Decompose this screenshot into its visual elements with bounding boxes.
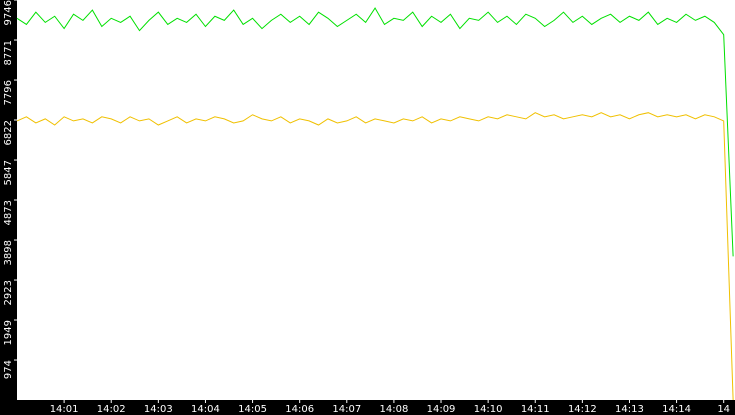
x-tick-label: 14:02 xyxy=(97,404,126,415)
x-tick-label: 14:08 xyxy=(379,404,408,415)
y-tick-label: 1949 xyxy=(3,320,14,345)
x-tick-label: 14:05 xyxy=(238,404,267,415)
x-tick-label: 14:01 xyxy=(50,404,79,415)
y-tick-label: 4873 xyxy=(3,200,14,225)
y-tick-label: 3898 xyxy=(3,240,14,265)
x-tick-label: 14 xyxy=(717,404,730,415)
y-tick-label: 5847 xyxy=(3,160,14,185)
series-line xyxy=(16,112,734,401)
y-tick-label: 9746 xyxy=(3,0,14,25)
series-line xyxy=(16,7,734,257)
x-tick-label: 14:04 xyxy=(191,404,220,415)
plot-area xyxy=(17,0,735,400)
x-tick-label: 14:03 xyxy=(144,404,173,415)
x-tick-label: 14:10 xyxy=(474,404,503,415)
y-tick-label: 8771 xyxy=(3,40,14,65)
x-tick-label: 14:12 xyxy=(568,404,597,415)
y-tick-label: 2923 xyxy=(3,280,14,305)
x-tick-label: 14:11 xyxy=(521,404,550,415)
x-tick-label: 14:09 xyxy=(427,404,456,415)
x-tick-label: 14:14 xyxy=(662,404,691,415)
x-tick-label: 14:13 xyxy=(615,404,644,415)
y-tick-label: 6822 xyxy=(3,120,14,145)
y-tick-label: 974 xyxy=(3,360,14,379)
x-tick-label: 14:06 xyxy=(285,404,314,415)
x-tick-label: 14:07 xyxy=(332,404,361,415)
y-tick-label: 7796 xyxy=(3,80,14,105)
